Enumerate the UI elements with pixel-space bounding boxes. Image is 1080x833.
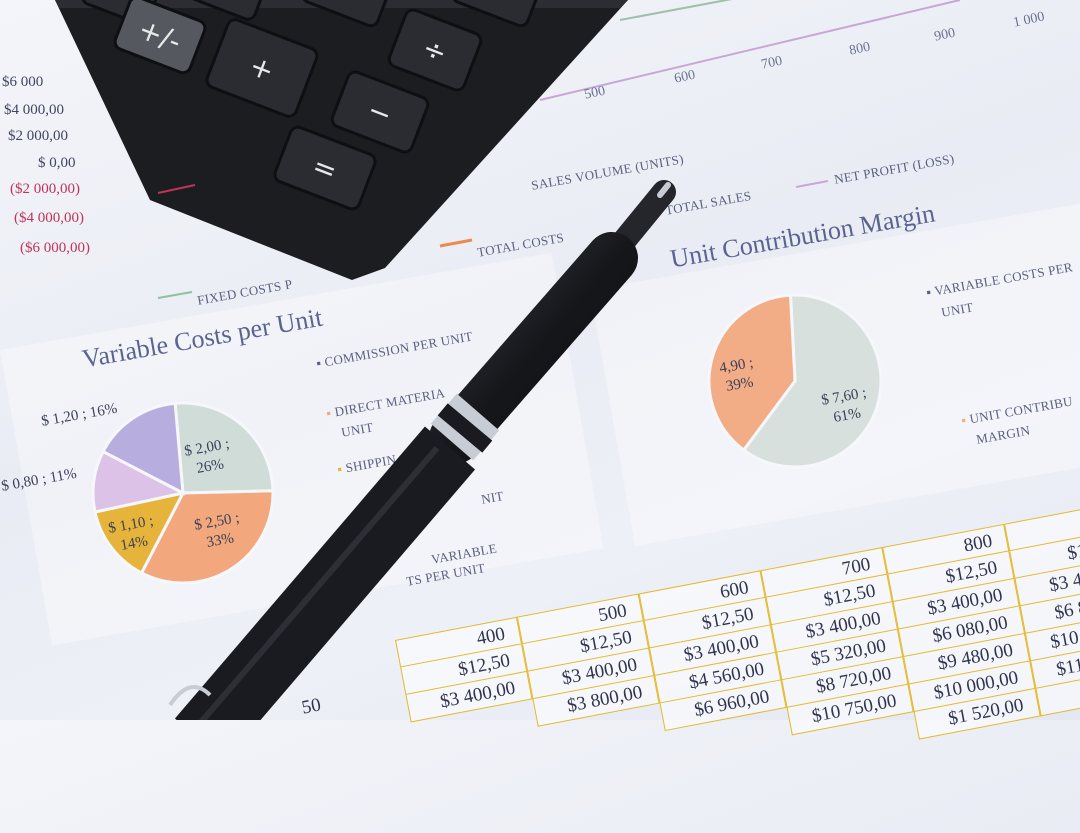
net-profit-line	[539, 0, 961, 101]
variable-costs-pie	[91, 401, 275, 585]
y-label: ($2 000,00)	[10, 181, 80, 197]
calculator-key: ÷	[387, 8, 483, 92]
total-sales-line	[619, 0, 733, 21]
y-label: $ 0,00	[38, 155, 76, 171]
pen-ballpoint	[657, 182, 671, 198]
pie-slice	[93, 490, 186, 575]
y-label: ($6 000,00)	[20, 240, 90, 256]
calculator-body	[55, 0, 628, 280]
calculator-key	[301, 0, 389, 28]
calculator-key	[451, 0, 539, 28]
fixed-costs-legend-swatch	[157, 291, 193, 299]
break-even-lines	[157, 0, 961, 299]
total-costs-legend-swatch	[439, 238, 473, 248]
net-profit-legend-swatch	[795, 180, 829, 188]
pie-slice	[741, 293, 883, 469]
calculator-key	[187, 0, 263, 21]
pen-clip	[168, 685, 212, 707]
calculator-key: +/-	[113, 0, 207, 75]
calculator-key: −	[330, 70, 430, 154]
zero-line	[157, 184, 196, 194]
calculator-keys: +/-+ ÷−=	[80, 0, 539, 211]
unit-contribution-pie	[707, 293, 883, 469]
pie-slice	[173, 401, 275, 495]
pen-grip	[429, 232, 638, 464]
y-label: $4 000,00	[4, 102, 64, 118]
calculator-key: +	[205, 18, 319, 118]
calculator-key: =	[273, 125, 377, 211]
y-label: $2 000,00	[8, 128, 68, 144]
calculator: +/-+ ÷−=	[55, 0, 628, 280]
pen	[168, 180, 676, 720]
pie-slice	[707, 293, 797, 453]
pie-slice	[139, 489, 275, 585]
pie-slice	[101, 401, 185, 496]
y-label: ($4 000,00)	[14, 210, 84, 226]
pen-barrel	[174, 426, 476, 720]
y-label: $6 000	[2, 74, 44, 90]
